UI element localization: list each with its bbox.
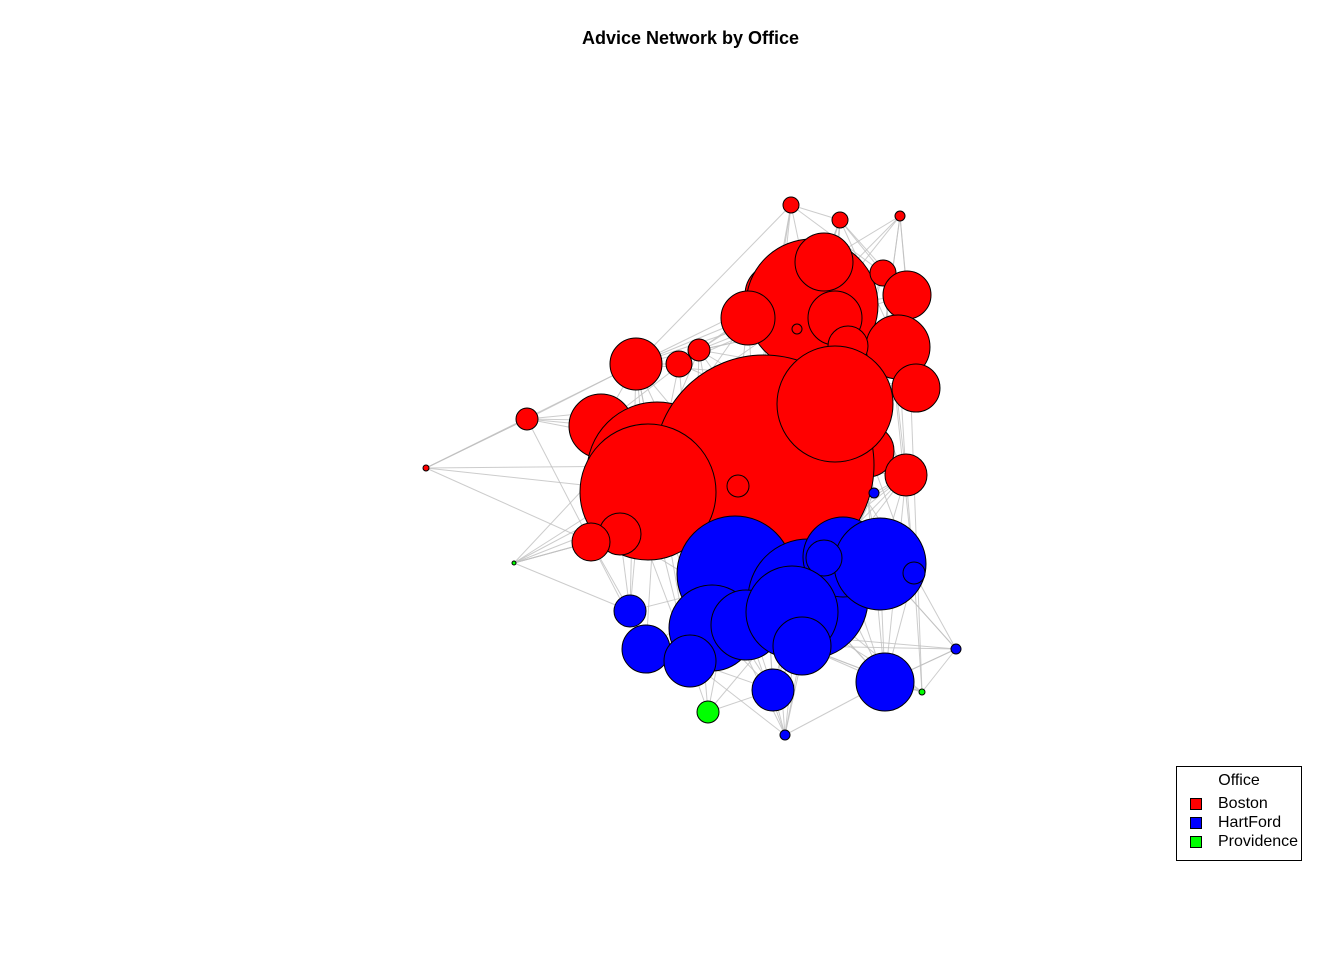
legend-item-hartford: HartFord: [1177, 813, 1301, 832]
node-hartford: [805, 539, 843, 577]
node-providence: [918, 688, 926, 696]
node-hartford: [779, 729, 791, 741]
node-hartford: [950, 643, 962, 655]
legend-item-boston: Boston: [1177, 794, 1301, 813]
node-boston: [422, 464, 430, 472]
node-boston: [894, 210, 906, 222]
node-layer: [422, 196, 962, 741]
legend-label-providence: Providence: [1218, 832, 1299, 850]
legend-swatch-boston: [1190, 797, 1202, 810]
legend-title: Office: [1218, 772, 1260, 789]
legend-swatch-hartford: [1190, 816, 1202, 829]
node-providence: [511, 560, 517, 566]
node-boston: [791, 323, 803, 335]
node-boston: [571, 522, 611, 562]
network-edge: [425, 467, 592, 543]
node-hartford: [621, 624, 671, 674]
network-edge: [790, 204, 841, 221]
network-edge: [921, 648, 957, 693]
node-boston: [884, 453, 928, 497]
network-edge: [635, 204, 792, 365]
node-boston: [726, 474, 750, 498]
node-boston: [720, 290, 776, 346]
chart-title: Advice Network by Office: [581, 28, 800, 48]
node-hartford: [663, 634, 717, 688]
node-boston: [609, 337, 663, 391]
node-hartford: [902, 561, 926, 585]
node-hartford: [868, 487, 880, 499]
node-boston: [665, 350, 693, 378]
node-providence: [696, 700, 720, 724]
node-boston: [794, 232, 854, 292]
node-hartford: [751, 668, 795, 712]
node-boston: [891, 363, 941, 413]
node-hartford: [855, 652, 915, 712]
node-boston: [515, 407, 539, 431]
network-edge: [425, 418, 528, 469]
legend: Office Boston HartFord Providence: [1176, 766, 1302, 861]
legend-label-hartford: HartFord: [1218, 813, 1282, 831]
node-hartford: [613, 594, 647, 628]
legend-label-boston: Boston: [1218, 794, 1268, 812]
node-boston: [687, 338, 711, 362]
node-boston: [831, 211, 849, 229]
legend-item-providence: Providence: [1177, 832, 1301, 851]
node-boston: [776, 345, 894, 463]
node-hartford: [772, 616, 832, 676]
node-boston: [882, 270, 932, 320]
node-boston: [782, 196, 800, 214]
network-edge: [513, 562, 631, 612]
legend-swatch-providence: [1190, 835, 1202, 848]
